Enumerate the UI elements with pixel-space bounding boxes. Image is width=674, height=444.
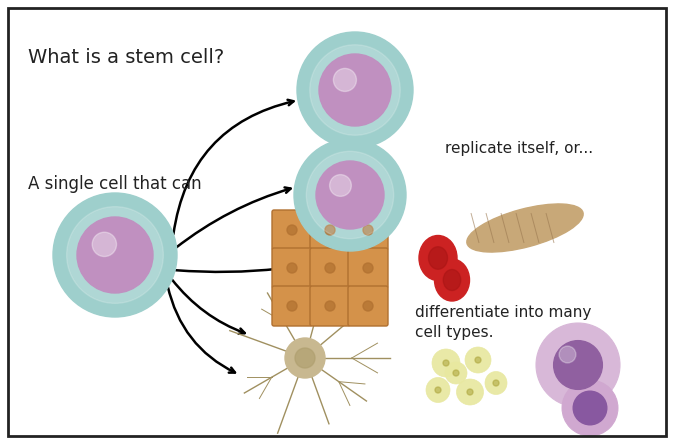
- Circle shape: [553, 341, 603, 389]
- FancyBboxPatch shape: [310, 286, 350, 326]
- Ellipse shape: [432, 349, 460, 377]
- Circle shape: [294, 139, 406, 251]
- Circle shape: [319, 54, 391, 126]
- Circle shape: [310, 45, 400, 135]
- Ellipse shape: [467, 204, 583, 252]
- Ellipse shape: [419, 235, 457, 281]
- Text: What is a stem cell?: What is a stem cell?: [28, 48, 224, 67]
- Circle shape: [559, 346, 576, 363]
- Circle shape: [53, 193, 177, 317]
- Ellipse shape: [443, 270, 461, 290]
- Circle shape: [287, 301, 297, 311]
- Circle shape: [493, 380, 499, 386]
- Ellipse shape: [435, 259, 470, 301]
- Circle shape: [285, 338, 325, 378]
- Circle shape: [475, 357, 481, 363]
- FancyBboxPatch shape: [348, 210, 388, 250]
- FancyBboxPatch shape: [348, 286, 388, 326]
- Ellipse shape: [456, 379, 483, 405]
- Circle shape: [363, 301, 373, 311]
- FancyBboxPatch shape: [272, 210, 312, 250]
- Circle shape: [536, 323, 620, 407]
- FancyBboxPatch shape: [310, 210, 350, 250]
- Circle shape: [443, 360, 449, 366]
- Circle shape: [453, 370, 459, 376]
- Circle shape: [363, 263, 373, 273]
- Ellipse shape: [429, 247, 448, 269]
- Circle shape: [330, 174, 351, 196]
- FancyBboxPatch shape: [272, 286, 312, 326]
- Ellipse shape: [445, 362, 467, 384]
- Circle shape: [334, 68, 357, 91]
- Circle shape: [306, 151, 394, 239]
- FancyBboxPatch shape: [272, 248, 312, 288]
- Text: A single cell that can: A single cell that can: [28, 175, 202, 193]
- FancyBboxPatch shape: [310, 248, 350, 288]
- Circle shape: [573, 391, 607, 425]
- Circle shape: [325, 225, 335, 235]
- Circle shape: [363, 225, 373, 235]
- Circle shape: [435, 387, 441, 393]
- FancyBboxPatch shape: [348, 248, 388, 288]
- Circle shape: [92, 232, 117, 257]
- Circle shape: [287, 225, 297, 235]
- Ellipse shape: [426, 377, 450, 403]
- Circle shape: [325, 263, 335, 273]
- Text: differentiate into many
cell types.: differentiate into many cell types.: [415, 305, 591, 340]
- Circle shape: [316, 161, 384, 229]
- Circle shape: [295, 348, 315, 368]
- Ellipse shape: [485, 372, 507, 395]
- Circle shape: [67, 206, 163, 303]
- Ellipse shape: [465, 347, 491, 373]
- Circle shape: [297, 32, 413, 148]
- Circle shape: [77, 217, 153, 293]
- Circle shape: [287, 263, 297, 273]
- Circle shape: [467, 389, 473, 395]
- Circle shape: [325, 301, 335, 311]
- Text: replicate itself, or...: replicate itself, or...: [445, 140, 593, 155]
- Circle shape: [562, 380, 618, 436]
